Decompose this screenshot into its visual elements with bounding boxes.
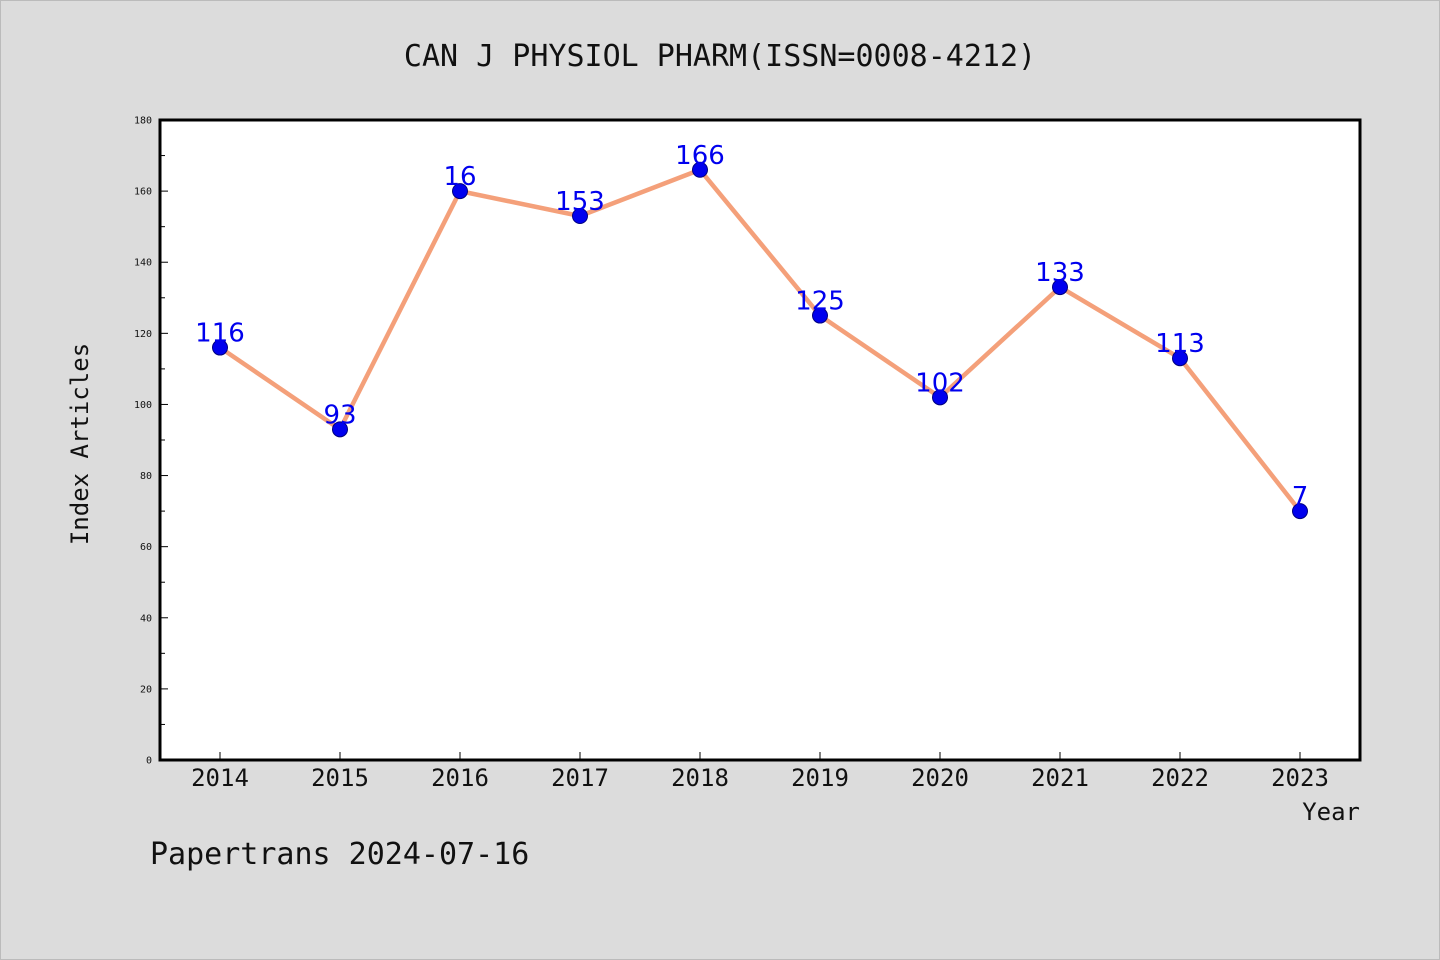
series-markers bbox=[212, 161, 1308, 520]
data-label: 125 bbox=[795, 287, 845, 317]
y-tick-label: 60 bbox=[140, 542, 152, 553]
data-label: 153 bbox=[555, 187, 605, 217]
data-label: 166 bbox=[675, 141, 725, 171]
footer-credit: Papertrans 2024-07-16 bbox=[150, 837, 529, 872]
x-tick-label: 2023 bbox=[1271, 764, 1329, 792]
data-point bbox=[1052, 279, 1068, 296]
y-tick-label: 180 bbox=[134, 116, 152, 127]
data-point bbox=[212, 339, 228, 356]
y-axis-title: Index Articles bbox=[66, 343, 94, 545]
data-point bbox=[932, 389, 948, 406]
y-tick-label: 160 bbox=[134, 187, 152, 198]
y-tick-label: 120 bbox=[134, 329, 152, 340]
series-line bbox=[217, 167, 1303, 514]
x-tick-label: 2019 bbox=[791, 764, 849, 792]
data-point bbox=[1172, 350, 1188, 367]
data-label: 113 bbox=[1155, 329, 1205, 359]
y-axis: 0 20 40 60 80 100 120 140 160 180 bbox=[134, 116, 168, 767]
chart-title: CAN J PHYSIOL PHARM(ISSN=0008-4212) bbox=[404, 39, 1036, 74]
data-label: 7 bbox=[1292, 482, 1309, 512]
x-tick-label: 2015 bbox=[311, 764, 369, 792]
data-label: 116 bbox=[195, 319, 245, 349]
data-point bbox=[332, 421, 348, 438]
y-tick-label: 40 bbox=[140, 613, 152, 624]
x-tick-label: 2014 bbox=[191, 764, 249, 792]
data-point bbox=[1292, 503, 1308, 520]
x-tick-label: 2020 bbox=[911, 764, 969, 792]
data-label: 16 bbox=[443, 162, 476, 192]
data-point bbox=[572, 208, 588, 224]
x-tick-label: 2021 bbox=[1031, 764, 1089, 792]
y-tick-label: 80 bbox=[140, 471, 152, 482]
y-tick-label: 0 bbox=[146, 756, 152, 767]
data-point bbox=[812, 307, 828, 324]
x-axis-title: Year bbox=[1302, 798, 1360, 826]
data-labels: 116 93 16 153 166 125 102 133 113 7 bbox=[195, 141, 1308, 512]
x-tick-label: 2018 bbox=[671, 764, 729, 792]
data-label: 133 bbox=[1035, 258, 1085, 288]
x-tick-label: 2022 bbox=[1151, 764, 1209, 792]
x-tick-label: 2016 bbox=[431, 764, 489, 792]
data-point bbox=[452, 183, 468, 200]
data-point bbox=[692, 161, 708, 178]
data-label: 93 bbox=[323, 400, 356, 430]
x-tick-label: 2017 bbox=[551, 764, 609, 792]
y-tick-label: 20 bbox=[140, 684, 152, 695]
y-tick-label: 140 bbox=[134, 258, 152, 269]
y-tick-label: 100 bbox=[134, 400, 152, 411]
x-axis: 2014 2015 2016 2017 2018 2019 2020 2021 2022 2023 bbox=[191, 752, 1329, 792]
plot-area bbox=[158, 118, 1362, 762]
data-label: 102 bbox=[915, 368, 965, 398]
